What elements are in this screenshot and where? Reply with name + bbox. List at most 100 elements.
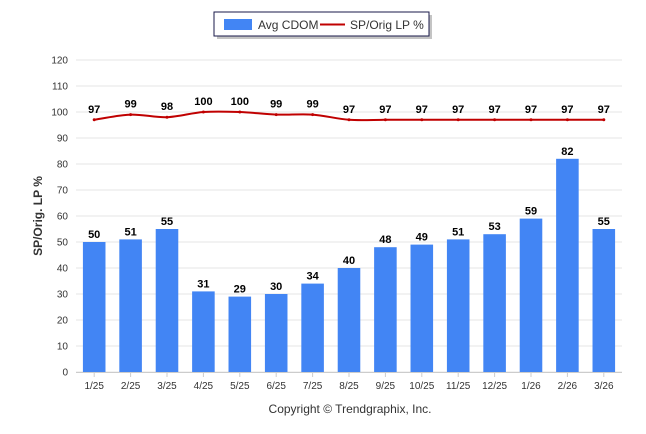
bar-data-label: 30 — [270, 281, 282, 293]
bar-data-label: 59 — [525, 206, 537, 218]
x-tick-label: 1/25 — [84, 381, 104, 392]
line-data-label: 97 — [343, 104, 355, 116]
legend-line-label: SP/Orig LP % — [350, 18, 424, 32]
y-tick-label: 20 — [57, 316, 69, 327]
bar — [410, 244, 434, 372]
bar-data-label: 53 — [488, 221, 500, 233]
bar — [155, 229, 179, 372]
x-tick-label: 3/26 — [594, 381, 614, 392]
x-tick-label: 10/25 — [409, 381, 434, 392]
bar-labels: 50 51 55 31 29 30 34 40 48 49 51 53 59 82 55 — [88, 146, 610, 296]
bar — [556, 158, 579, 372]
bar-data-label: 55 — [161, 216, 173, 228]
line-data-label: 100 — [194, 96, 212, 108]
x-tick-label: 1/26 — [521, 381, 541, 392]
line-point — [565, 118, 569, 122]
y-tick-label: 30 — [57, 290, 69, 301]
line-data-label: 99 — [270, 99, 282, 111]
line-point — [238, 110, 242, 114]
y-tick-label: 110 — [52, 82, 68, 93]
line-point — [602, 118, 606, 122]
line-data-label: 99 — [124, 99, 136, 111]
bar — [119, 239, 142, 372]
y-tick-label: 60 — [57, 212, 69, 223]
x-tick-label: 8/25 — [339, 381, 359, 392]
line-data-label: 98 — [161, 101, 173, 113]
bar-data-label: 48 — [379, 234, 391, 246]
x-tick-label: 9/25 — [376, 381, 396, 392]
x-tick-label: 2/25 — [121, 381, 141, 392]
bar — [264, 294, 288, 372]
line-point — [347, 118, 351, 122]
legend[interactable]: Avg CDOM SP/Orig LP % — [213, 11, 432, 39]
bar — [82, 242, 106, 372]
line-point — [529, 118, 533, 122]
line-point — [274, 113, 278, 117]
bar — [301, 283, 324, 372]
line-point — [311, 113, 315, 117]
x-tick-label: 5/25 — [230, 381, 250, 392]
y-tick-label: 40 — [57, 264, 69, 275]
line-point — [92, 118, 96, 122]
y-tick-label: 70 — [57, 186, 69, 197]
bar-data-label: 49 — [416, 232, 428, 244]
line-data-label: 97 — [598, 104, 610, 116]
line-point — [493, 118, 497, 122]
line-series — [92, 110, 606, 122]
line-data-label: 97 — [88, 104, 100, 116]
line-data-label: 97 — [416, 104, 428, 116]
legend-bar-label: Avg CDOM — [258, 18, 318, 32]
bar — [228, 296, 252, 372]
line-data-label: 97 — [379, 104, 391, 116]
y-tick-label: 10 — [57, 342, 69, 353]
x-tick-label: 12/25 — [482, 381, 507, 392]
bar — [192, 291, 215, 372]
line-data-label: 99 — [306, 99, 318, 111]
bar-data-label: 29 — [234, 284, 246, 296]
line-point — [165, 115, 169, 119]
line-data-label: 97 — [561, 104, 573, 116]
bar-data-label: 31 — [197, 278, 209, 290]
x-tick-label: 2/26 — [558, 381, 578, 392]
bar — [374, 247, 397, 372]
bar — [337, 268, 361, 372]
bar — [483, 234, 506, 372]
line-point — [201, 110, 205, 114]
y-tick-label: 80 — [57, 160, 69, 171]
line-point — [456, 118, 460, 122]
line-data-label: 97 — [452, 104, 464, 116]
line-point — [383, 118, 387, 122]
x-tick-label: 3/25 — [157, 381, 177, 392]
x-tick-label: 11/25 — [446, 381, 471, 392]
line-data-label: 97 — [525, 104, 537, 116]
y-axis-title: SP/Orig. LP % — [31, 176, 45, 256]
line-data-label: 100 — [231, 96, 249, 108]
y-tick-label: 100 — [51, 108, 68, 119]
copyright-credit: Copyright © Trendgraphix, Inc. — [269, 402, 432, 416]
bar-data-label: 82 — [561, 146, 573, 158]
x-axis-ticks: 1/25 2/25 3/25 4/25 5/25 6/25 7/25 8/25 9/25 10/2… — [84, 372, 614, 392]
bar-data-label: 40 — [343, 255, 355, 267]
x-tick-label: 4/25 — [194, 381, 214, 392]
y-tick-label: 90 — [57, 134, 69, 145]
line-data-label: 97 — [488, 104, 500, 116]
bars — [82, 158, 616, 372]
line-point — [420, 118, 424, 122]
line-point — [129, 113, 133, 117]
y-tick-label: 0 — [62, 368, 68, 379]
y-axis-ticks: 0 10 20 30 40 50 60 70 80 90 100 110 120 — [51, 56, 68, 379]
x-tick-label: 6/25 — [266, 381, 286, 392]
bar — [446, 239, 470, 372]
line-labels: 97 99 98 100 100 99 99 97 97 97 97 97 97 97 97 — [88, 96, 610, 116]
bar-data-label: 50 — [88, 229, 100, 241]
x-tick-label: 7/25 — [303, 381, 323, 392]
bar-data-label: 51 — [124, 226, 136, 238]
bar-data-label: 51 — [452, 226, 464, 238]
y-tick-label: 50 — [57, 238, 69, 249]
y-tick-label: 120 — [51, 56, 68, 67]
bar — [519, 218, 543, 372]
bar-data-label: 55 — [598, 216, 610, 228]
bar — [592, 229, 616, 372]
bar-data-label: 34 — [306, 271, 319, 283]
